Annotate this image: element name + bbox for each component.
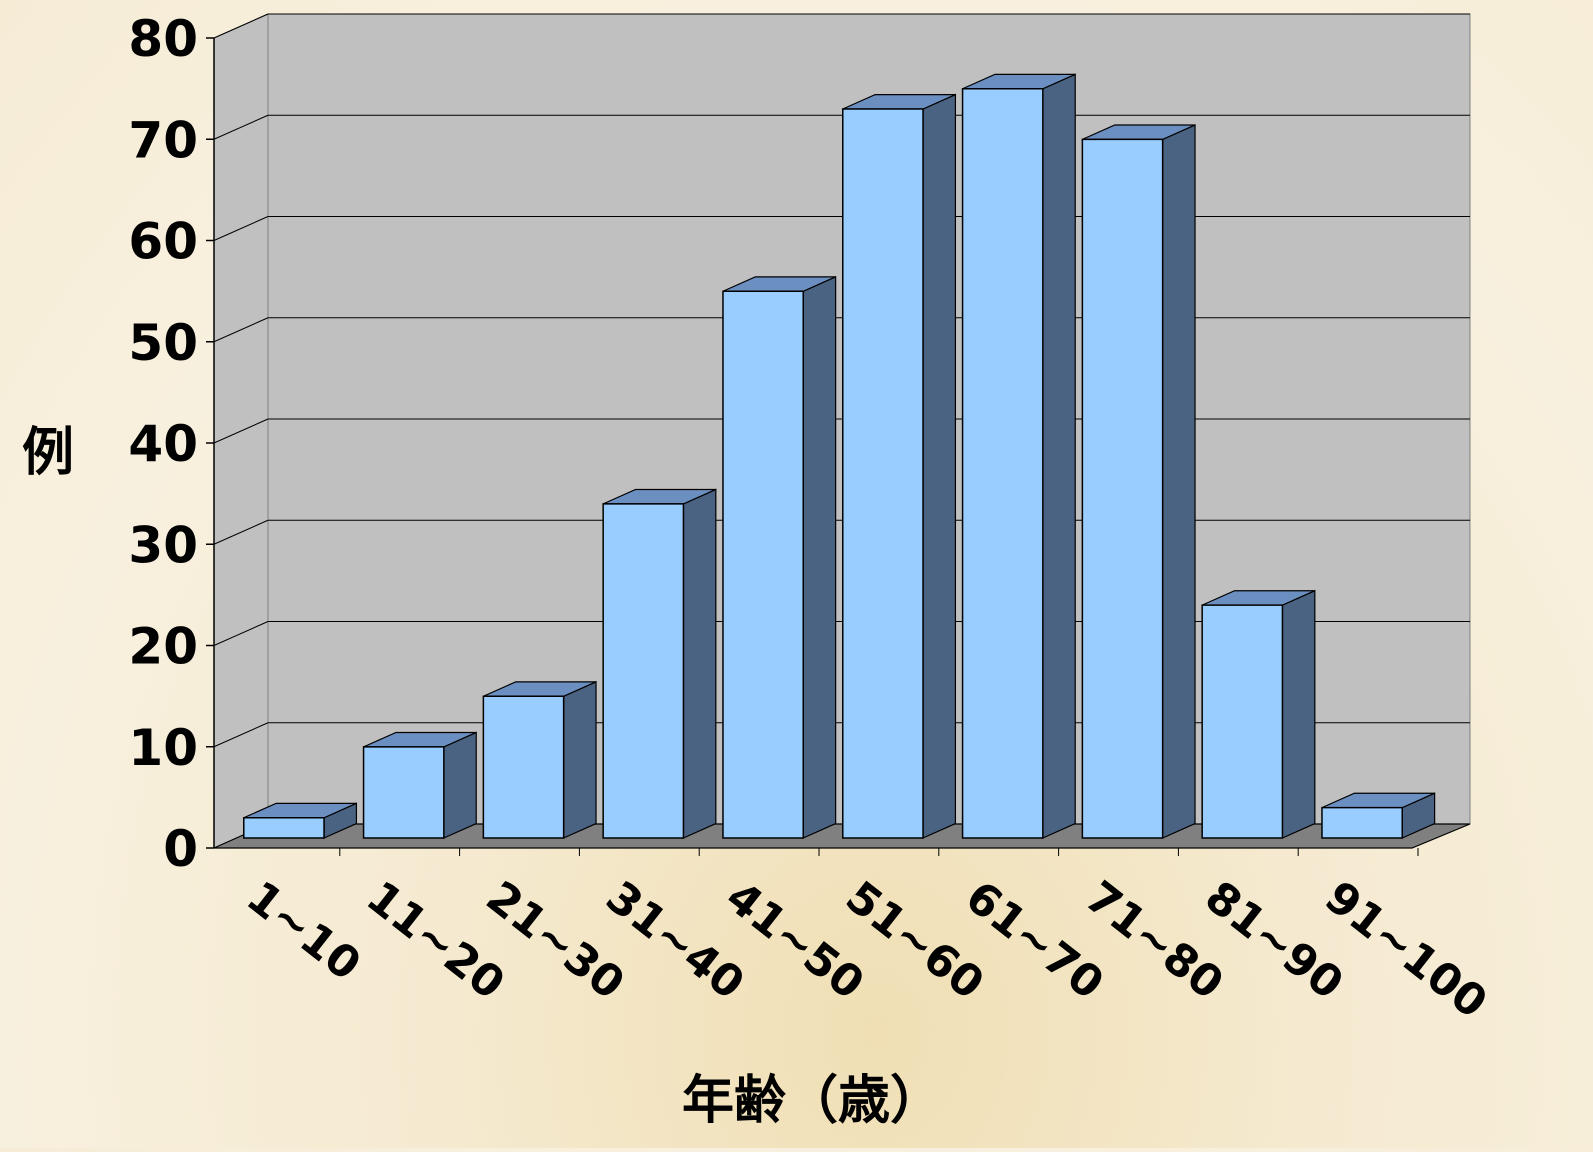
x-tick-label: 21~30 [477,871,634,1009]
bar-side [1162,124,1196,839]
bar-side [682,488,717,839]
bars [243,73,1436,839]
bar [243,817,325,839]
y-axis-title: 例 [22,423,74,483]
gridline-diagonal [213,216,269,241]
bar-side [563,680,597,839]
bar-side [443,731,477,839]
y-axis-ticks: 0 10 20 30 40 50 60 70 80 [128,10,214,878]
y-tick-label: 30 [128,516,198,574]
x-tick-label: 81~90 [1196,871,1353,1009]
gridline-diagonal [213,519,269,545]
bar [602,503,685,839]
bar [961,88,1044,839]
y-tick-label: 70 [128,111,198,169]
bar-side [922,93,957,839]
bar-side [1042,73,1076,839]
x-tick-label: 1~10 [237,871,370,990]
bar [722,290,804,839]
y-tick-label: 10 [128,719,198,777]
y-tick-label: 40 [128,415,198,473]
gridline-diagonal [213,114,269,140]
y-tick-label: 60 [128,213,198,271]
gridline-diagonal [213,13,269,39]
gridline-diagonal [213,621,269,646]
y-tick-label: 50 [128,314,198,372]
x-tick-label: 61~70 [956,871,1113,1009]
x-axis-title: 年齢（歳） [682,1071,942,1131]
y-tick-label: 80 [128,10,198,68]
y-tick-label: 20 [128,618,198,676]
x-tick-label: 41~50 [716,871,873,1009]
gridline-diagonal [213,317,269,343]
bar-side [1281,589,1316,839]
gridline-diagonal [213,722,269,748]
x-tick-label: 71~80 [1076,871,1233,1009]
x-tick-label: 91~100 [1315,871,1496,1028]
bar [1081,138,1164,839]
x-axis-ticks: 1~1011~2021~3031~4041~5051~6061~7071~808… [237,848,1496,1029]
gridline-diagonal [213,418,269,444]
bar [842,108,924,839]
bar [362,746,445,839]
bar [1201,604,1284,839]
x-tick-label: 51~60 [836,871,993,1009]
y-tick-label: 0 [163,820,198,878]
x-tick-label: 11~20 [357,871,514,1009]
x-tick-label: 31~40 [597,871,754,1009]
bar-side [802,275,837,839]
bar [482,695,565,839]
bar [1321,806,1403,839]
